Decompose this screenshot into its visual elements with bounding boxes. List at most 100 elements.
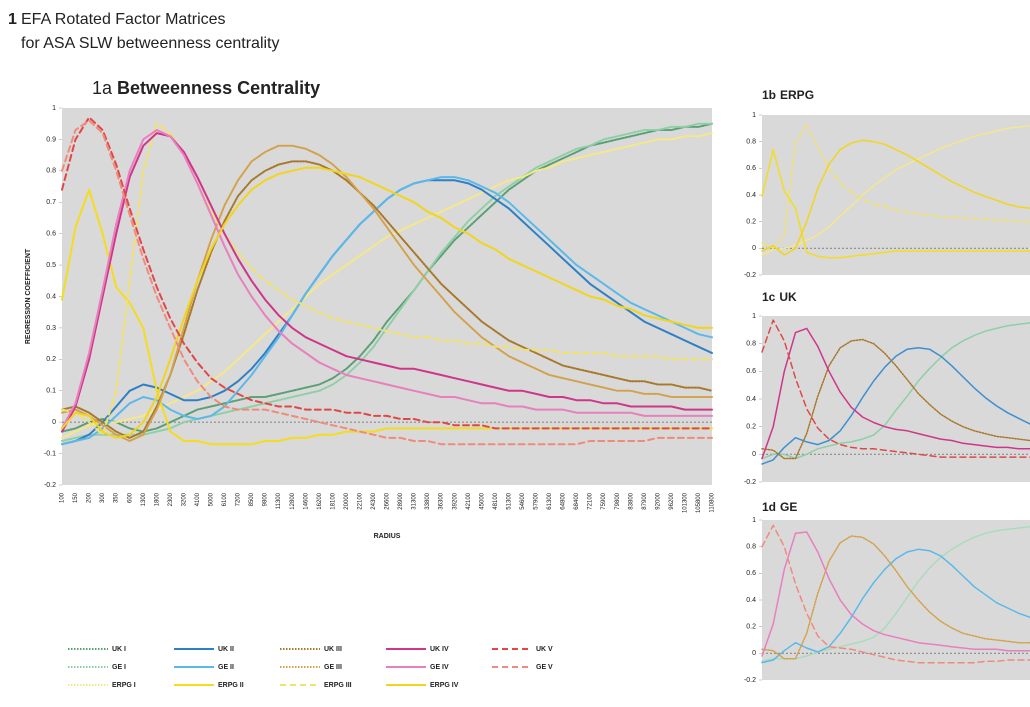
- series-line: [61, 119, 713, 446]
- x-tick-label: 64800: [561, 492, 567, 509]
- legend-label: ERPG III: [324, 682, 352, 689]
- legend-label: ERPG II: [218, 682, 244, 689]
- x-tick-label: 61300: [547, 492, 553, 509]
- y-tick-label: 0.6: [746, 165, 756, 172]
- x-tick-label: 92000: [655, 492, 661, 509]
- x-tick-label: 31300: [412, 492, 418, 509]
- y-tick-label: 0.6: [746, 368, 756, 375]
- x-tick-label: 7200: [236, 492, 242, 506]
- y-tick-label: 0.8: [46, 168, 56, 175]
- chart-label: 1c: [762, 290, 776, 304]
- x-tick-label: 14600: [303, 492, 309, 509]
- series-line: [61, 144, 713, 442]
- legend-label: GE I: [112, 664, 126, 671]
- y-tick-label: 1: [52, 105, 56, 112]
- y-tick-label: 0.6: [746, 570, 756, 577]
- series-line: [761, 327, 1030, 460]
- x-tick-label: 350: [114, 492, 120, 503]
- series-line: [61, 122, 713, 436]
- x-tick-label: 83800: [628, 492, 634, 509]
- x-tick-label: 105800: [696, 492, 702, 513]
- series-line: [61, 129, 713, 430]
- y-tick-label: 0.4: [746, 396, 756, 403]
- x-tick-label: 4100: [195, 492, 201, 506]
- x-tick-label: 51300: [506, 492, 512, 509]
- legend-label: GE III: [324, 664, 342, 671]
- x-tick-label: 200: [87, 492, 93, 503]
- y-tick-label: 0: [752, 451, 756, 458]
- x-tick-label: 110800: [710, 492, 716, 512]
- chart-label: 1a: [92, 78, 113, 98]
- x-tick-label: 87900: [642, 492, 648, 509]
- x-tick-label: 36300: [439, 492, 445, 509]
- legend-label: ERPG IV: [430, 682, 459, 689]
- y-tick-label: 0.2: [746, 424, 756, 431]
- chart-panel: 1d GE -0.2 0 0.2 0.4 0.6 0.8 1: [744, 500, 1030, 684]
- legend-label: UK V: [536, 646, 553, 653]
- y-tick-label: 0.8: [746, 341, 756, 348]
- x-tick-label: 100: [60, 492, 66, 503]
- series-line: [761, 319, 1030, 458]
- y-axis-label: REGRESSION COEFFICIENT: [25, 248, 32, 344]
- y-tick-label: 1: [752, 313, 756, 320]
- x-tick-label: 42100: [466, 492, 472, 509]
- x-tick-label: 300: [100, 492, 106, 503]
- series-line: [761, 525, 1030, 663]
- x-tick-label: 2300: [168, 492, 174, 506]
- legend-label: UK II: [218, 646, 234, 653]
- series-line: [761, 124, 1030, 256]
- x-tick-label: 28900: [398, 492, 404, 509]
- series-line: [761, 139, 1030, 256]
- x-tick-label: 1300: [141, 492, 147, 506]
- series-line: [61, 122, 713, 442]
- y-tick-label: 1: [752, 517, 756, 524]
- y-tick-label: 0: [52, 419, 56, 426]
- y-tick-label: 0: [752, 650, 756, 657]
- x-tick-label: 54600: [520, 492, 526, 509]
- y-tick-label: 0.9: [46, 136, 56, 143]
- y-tick-label: 0.8: [746, 544, 756, 551]
- legend-label: GE II: [218, 664, 234, 671]
- y-tick-label: 0.8: [746, 139, 756, 146]
- x-tick-label: 79800: [615, 492, 621, 509]
- x-tick-label: 96200: [669, 492, 675, 509]
- y-tick-label: 0.5: [46, 262, 56, 269]
- legend-label: GE IV: [430, 664, 449, 671]
- x-axis-label: RADIUS: [374, 533, 401, 540]
- y-tick-label: 0.2: [46, 356, 56, 363]
- x-tick-label: 8500: [249, 492, 255, 506]
- series-line: [761, 535, 1030, 660]
- x-tick-label: 22100: [357, 492, 363, 509]
- figure-subtitle: for ASA SLW betweenness centrality: [21, 35, 280, 52]
- x-tick-label: 1800: [154, 492, 160, 506]
- series-line: [761, 148, 1030, 259]
- x-tick-label: 72100: [588, 492, 594, 509]
- chart-title: ERPG: [780, 88, 814, 102]
- series-line: [761, 531, 1030, 657]
- y-tick-label: 0.1: [46, 388, 56, 395]
- x-tick-label: 26600: [385, 492, 391, 509]
- series-line: [761, 124, 1030, 250]
- chart-title: GE: [780, 500, 797, 514]
- x-tick-label: 24300: [371, 492, 377, 509]
- legend-label: UK III: [324, 646, 342, 653]
- x-tick-label: 12800: [290, 492, 296, 509]
- figure-title: EFA Rotated Factor Matrices: [21, 11, 226, 28]
- x-tick-label: 33800: [425, 492, 431, 509]
- series-line: [61, 122, 713, 433]
- x-tick-label: 5000: [209, 492, 215, 506]
- series-line: [761, 338, 1030, 460]
- y-tick-label: 0.6: [46, 231, 56, 238]
- y-tick-label: 0.4: [746, 597, 756, 604]
- series-line: [61, 116, 713, 430]
- series-line: [761, 548, 1030, 664]
- y-tick-label: -0.2: [744, 272, 756, 279]
- x-tick-label: 3200: [181, 492, 187, 506]
- x-tick-label: 57900: [534, 492, 540, 509]
- x-tick-label: 101300: [682, 492, 688, 513]
- y-tick-label: 0.7: [46, 199, 56, 206]
- x-tick-label: 20000: [344, 492, 350, 509]
- x-tick-label: 45000: [479, 492, 485, 509]
- x-tick-label: 39200: [452, 492, 458, 509]
